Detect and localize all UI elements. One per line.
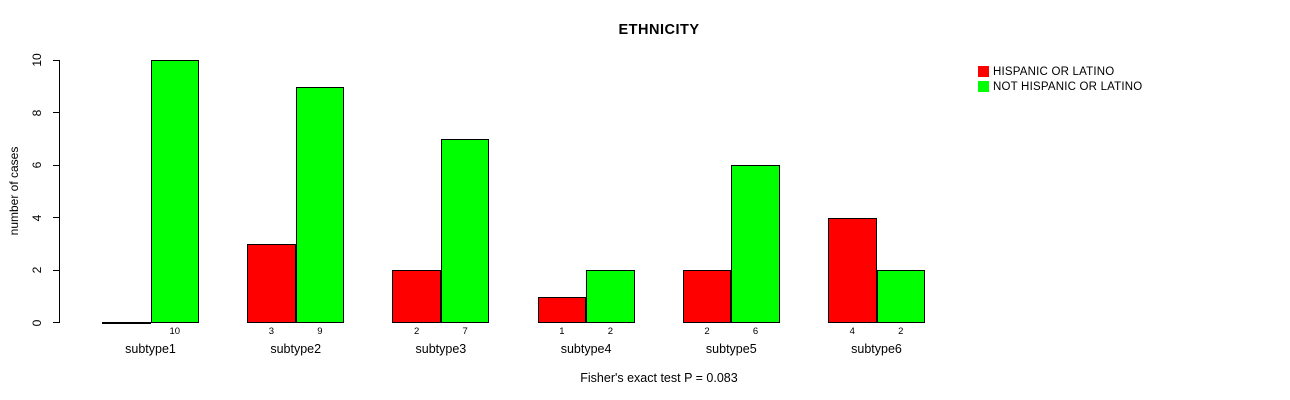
category-label-subtype1: subtype1 <box>125 342 176 356</box>
y-tick-4 <box>52 217 60 218</box>
category-label-subtype3: subtype3 <box>415 342 467 356</box>
y-tick-label-4: 4 <box>30 214 44 221</box>
chart-title: ETHNICITY <box>618 22 700 38</box>
bar-value-label-subtype2-series0: 3 <box>268 326 275 337</box>
bar-subtype3-series0 <box>392 269 441 323</box>
y-tick-label-2: 2 <box>30 266 44 274</box>
legend-swatch-red <box>978 66 989 77</box>
legend-item-not-hispanic: NOT HISPANIC OR LATINO <box>978 79 1142 94</box>
category-label-subtype4: subtype4 <box>560 342 612 356</box>
bar-subtype2-series1 <box>295 86 345 323</box>
y-tick-6 <box>52 164 60 166</box>
bar-subtype2-series0 <box>247 243 296 323</box>
bar-subtype1-series0 <box>102 321 151 324</box>
bar-value-label-subtype2-series1: 9 <box>317 326 323 337</box>
y-axis-title: number of cases <box>7 146 21 236</box>
legend-label: NOT HISPANIC OR LATINO <box>993 80 1143 93</box>
category-label-subtype2: subtype2 <box>270 342 322 356</box>
bar-value-label-subtype1-series1: 10 <box>169 326 181 337</box>
y-tick-label-10: 10 <box>30 53 44 67</box>
y-tick-0 <box>52 322 60 323</box>
bar-subtype3-series1 <box>440 138 490 323</box>
bar-value-label-subtype3-series1: 7 <box>462 326 468 337</box>
bar-value-label-subtype4-series0: 1 <box>559 326 565 337</box>
category-label-subtype6: subtype6 <box>851 342 902 356</box>
bar-value-label-subtype4-series1: 2 <box>607 326 613 337</box>
y-tick-label-8: 8 <box>30 109 44 116</box>
legend-swatch-green <box>978 81 989 92</box>
bar-subtype4-series1 <box>586 269 635 323</box>
y-tick-8 <box>52 112 60 113</box>
y-tick-label-0: 0 <box>30 319 44 326</box>
y-axis-line <box>59 60 60 323</box>
bar-value-label-subtype5-series0: 2 <box>704 326 710 337</box>
bar-subtype6-series0 <box>828 217 877 323</box>
legend-label: HISPANIC OR LATINO <box>993 65 1115 78</box>
category-label-subtype5: subtype5 <box>705 342 757 356</box>
fisher-test-annotation: Fisher's exact test P = 0.083 <box>580 371 738 385</box>
bar-subtype6-series1 <box>876 269 925 323</box>
bar-subtype4-series0 <box>537 296 587 323</box>
bar-value-label-subtype3-series0: 2 <box>413 326 420 337</box>
bar-value-label-subtype5-series1: 6 <box>752 326 759 337</box>
legend-item-hispanic: HISPANIC OR LATINO <box>978 64 1142 79</box>
bar-subtype5-series0 <box>682 269 732 323</box>
bar-subtype1-series1 <box>150 59 199 323</box>
y-tick-2 <box>52 269 60 271</box>
y-tick-label-6: 6 <box>30 161 44 169</box>
legend: HISPANIC OR LATINO NOT HISPANIC OR LATIN… <box>978 64 1142 94</box>
bar-value-label-subtype6-series0: 4 <box>849 326 855 337</box>
y-tick-10 <box>52 59 60 61</box>
bar-subtype5-series1 <box>731 164 780 323</box>
bar-value-label-subtype6-series1: 2 <box>898 326 904 337</box>
